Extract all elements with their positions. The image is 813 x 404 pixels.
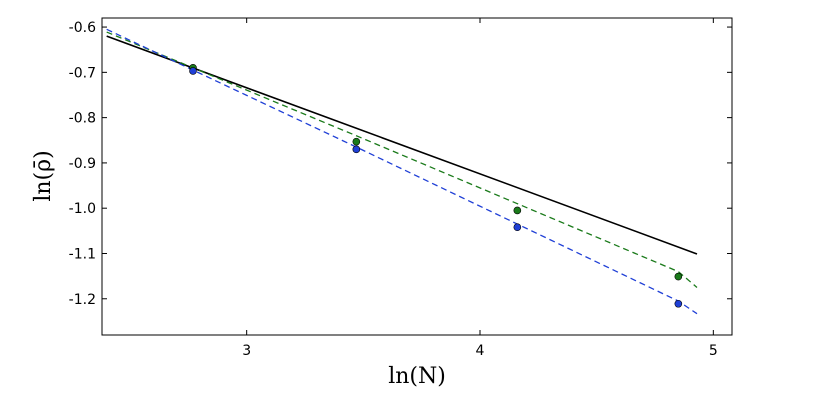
x-axis-label: ln(N) <box>388 364 446 389</box>
x-tick-label: 5 <box>709 343 718 359</box>
data-point-blue-2 <box>513 223 522 232</box>
axis-ticks: 3 4 5 -0.6 -0.7 -0.8 -0.9 -1.0 -1.1 -1.2 <box>69 18 732 359</box>
series-lines <box>106 28 698 315</box>
plot-frame <box>101 17 733 336</box>
data-point-green-2 <box>513 206 522 215</box>
series-points <box>189 64 683 308</box>
data-point-blue-3 <box>674 299 683 308</box>
y-tick-label: -0.7 <box>69 65 96 81</box>
y-tick-label: -1.1 <box>69 246 96 262</box>
y-tick-label: -1.2 <box>69 292 96 308</box>
y-tick-label: -1.0 <box>69 201 96 217</box>
data-point-blue-1 <box>352 145 361 154</box>
dashed-fit-line-green <box>106 31 698 288</box>
data-point-green-1 <box>352 137 361 146</box>
dashed-fit-line-blue <box>106 28 698 315</box>
y-tick-label: -0.8 <box>69 111 96 127</box>
y-tick-label: -0.9 <box>69 156 96 172</box>
data-point-blue-0 <box>189 67 197 75</box>
data-point-green-3 <box>674 272 683 281</box>
y-tick-label: -0.6 <box>69 20 96 36</box>
fit-line-black <box>106 35 698 255</box>
y-axis-label: ln(ρ̄) <box>31 150 56 201</box>
x-tick-label: 3 <box>242 343 251 359</box>
x-tick-label: 4 <box>476 343 485 359</box>
